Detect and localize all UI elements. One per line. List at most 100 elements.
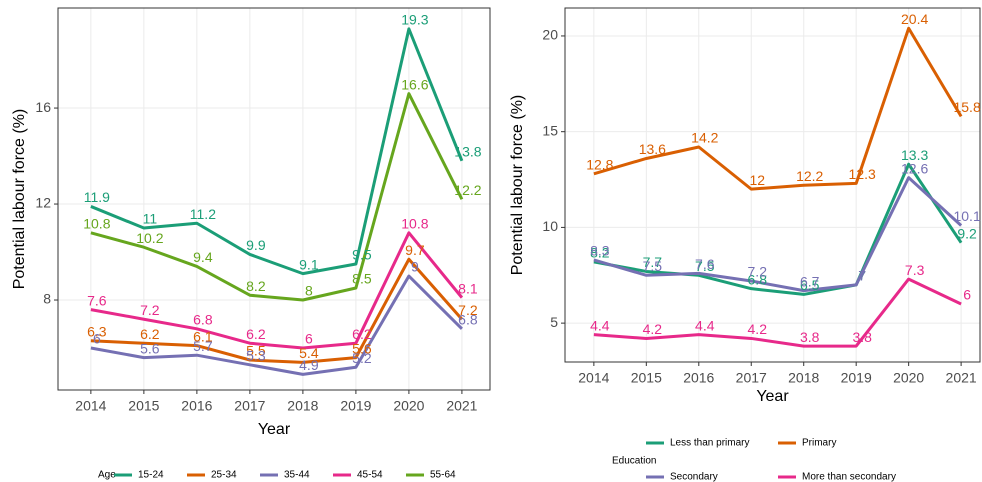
data-label: 8 [305, 283, 313, 299]
series-line [593, 277, 962, 348]
data-label: 7.6 [87, 292, 107, 308]
data-label: 7.2 [748, 264, 768, 280]
data-label: 6.2 [246, 326, 266, 342]
x-tick-label: 2018 [287, 398, 318, 414]
data-label: 10.2 [136, 230, 163, 246]
x-tick-label: 2016 [683, 370, 714, 386]
x-axis-title: Year [258, 421, 291, 438]
data-label: 4.4 [695, 317, 715, 333]
y-tick-label: 12 [35, 195, 51, 211]
panel [57, 7, 491, 391]
data-label: 6.5 [800, 277, 820, 293]
legend-label: More than secondary [802, 472, 896, 482]
data-label: 13.3 [901, 147, 928, 163]
x-tick-label: 2017 [234, 398, 265, 414]
series-line [90, 257, 464, 364]
x-tick-label: 2018 [788, 370, 819, 386]
y-tick-label: 8 [43, 291, 51, 307]
x-tick-label: 2021 [446, 398, 477, 414]
legend-label: 55-64 [430, 470, 456, 481]
data-label: 6.8 [458, 312, 478, 328]
data-label: 12 [749, 172, 765, 188]
data-label: 7.7 [643, 254, 663, 270]
legend-title: Education [612, 456, 656, 467]
x-tick-label: 2015 [631, 370, 662, 386]
data-label: 6.2 [140, 326, 160, 342]
y-tick-label: 16 [35, 99, 51, 115]
panel [564, 7, 981, 363]
data-label: 8.2 [590, 245, 610, 261]
x-tick-label: 2014 [578, 370, 609, 386]
data-label: 13.8 [454, 144, 481, 160]
data-label: 5.3 [246, 348, 266, 364]
data-label: 8.2 [246, 278, 266, 294]
x-tick-label: 2016 [181, 398, 212, 414]
data-label: 8.3 [590, 243, 610, 259]
series-line [90, 231, 464, 350]
data-label: 7.3 [905, 262, 925, 278]
data-label: 6 [305, 331, 313, 347]
data-label: 12.2 [454, 182, 481, 198]
data-label: 10.8 [83, 216, 110, 232]
legend-label: Primary [802, 438, 836, 449]
x-tick-label: 2020 [893, 370, 924, 386]
data-label: 15.8 [953, 99, 980, 115]
x-axis-title: Year [756, 388, 789, 405]
y-tick-label: 5 [550, 314, 558, 330]
data-label: 4.4 [590, 317, 610, 333]
data-label: 4.2 [748, 321, 768, 337]
data-label: 9 [411, 259, 419, 275]
data-label: 7.2 [140, 302, 160, 318]
panel-border [564, 7, 981, 363]
data-label: 4.9 [299, 357, 319, 373]
data-label: 12.8 [586, 157, 613, 173]
legend-title: Age [98, 470, 116, 481]
data-label: 16.6 [401, 76, 428, 92]
data-label: 11.2 [190, 206, 216, 222]
y-tick-label: 10 [542, 218, 558, 234]
data-label: 7 [858, 268, 866, 284]
data-label: 9.9 [246, 237, 266, 253]
data-label: 9.4 [193, 249, 213, 265]
data-label: 6 [93, 331, 101, 347]
data-label: 5.2 [352, 350, 372, 366]
data-label: 8.5 [352, 271, 372, 287]
legend-label: Secondary [670, 472, 718, 482]
legend-label: 35-44 [284, 470, 310, 481]
data-label: 6 [963, 287, 971, 303]
x-tick-label: 2020 [393, 398, 424, 414]
y-tick-label: 20 [542, 27, 558, 43]
y-tick-label: 15 [542, 122, 558, 138]
data-label: 10.8 [401, 216, 428, 232]
data-label: 7.2 [458, 302, 478, 318]
series-line [593, 26, 963, 191]
series-line [90, 27, 464, 276]
y-axis-title: Potential labour force (%) [509, 95, 526, 276]
data-label: 9.1 [299, 256, 319, 272]
x-tick-label: 2015 [128, 398, 159, 414]
data-label: 5.6 [140, 340, 160, 356]
data-label: 5.6 [352, 340, 372, 356]
data-label: 9.5 [352, 247, 372, 263]
x-tick-label: 2019 [841, 370, 872, 386]
data-label: 3.8 [852, 329, 872, 345]
data-label: 7 [858, 268, 866, 284]
legend-label: Less than primary [670, 438, 749, 449]
data-label: 9.7 [405, 242, 425, 258]
data-label: 10.1 [953, 208, 980, 224]
y-axis-title: Potential labour force (%) [11, 109, 28, 290]
series-line [90, 274, 463, 376]
data-label: 12.3 [849, 166, 876, 182]
data-label: 5.5 [246, 343, 266, 359]
data-label: 11.9 [84, 189, 110, 205]
data-label: 7.6 [695, 256, 715, 272]
x-tick-label: 2017 [736, 370, 767, 386]
data-label: 12.6 [901, 160, 928, 176]
series-line [90, 92, 464, 302]
data-label: 14.2 [691, 130, 718, 146]
x-tick-label: 2014 [75, 398, 106, 414]
data-label: 6.8 [193, 312, 213, 328]
legend-label: 15-24 [138, 470, 164, 481]
data-label: 13.6 [639, 141, 666, 157]
